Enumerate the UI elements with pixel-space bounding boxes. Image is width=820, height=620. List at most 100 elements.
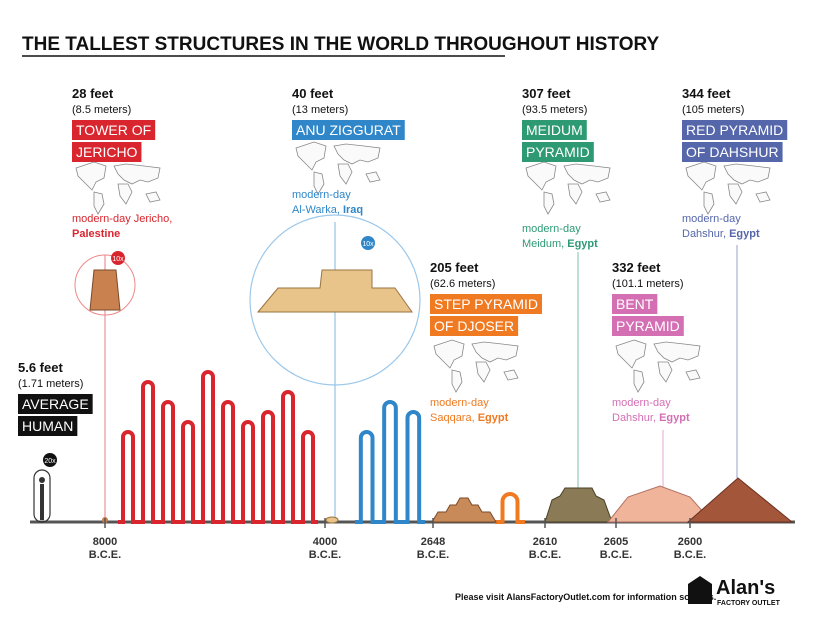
timeline-wave [118, 370, 318, 524]
structure-name: RED PYRAMID [686, 122, 783, 138]
location-line: Al-Warka, Iraq [292, 204, 363, 216]
map-shape [727, 183, 743, 205]
location-text: Saqqara, [430, 412, 475, 424]
location-text: modern-day [430, 397, 489, 409]
map-shape [723, 163, 771, 185]
location-text: Dahshur, [612, 412, 656, 424]
name-box [18, 416, 78, 436]
location-country: Iraq [343, 204, 363, 216]
timeline-year: 2648 [421, 536, 445, 548]
name-box [72, 142, 142, 162]
map-shape [755, 191, 771, 203]
height-meters: (8.5 meters) [72, 104, 131, 116]
location-text: Meidum, [522, 238, 564, 250]
map-shape [93, 191, 105, 215]
timeline-year: 8000 [93, 536, 117, 548]
structure-name: HUMAN [22, 418, 73, 434]
timeline-wave [495, 492, 525, 524]
location-text: Dahshur, [682, 228, 726, 240]
name-box [612, 316, 684, 336]
location-country: Egypt [729, 228, 760, 240]
map-shape [145, 191, 161, 203]
name-box [18, 394, 93, 414]
map-shape [75, 161, 107, 191]
height-feet: 205 feet [430, 260, 479, 275]
logo-sub: FACTORY OUTLET [717, 600, 781, 607]
map-shape [503, 369, 519, 381]
name-box [430, 294, 542, 314]
scale-badge [111, 251, 125, 265]
structure-name: STEP PYRAMID [434, 296, 538, 312]
structure-name: OF DAHSHUR [686, 144, 779, 160]
location-line: modern-day Jericho, [72, 213, 172, 225]
height-meters: (105 meters) [682, 104, 744, 116]
timeline-era: B.C.E. [89, 549, 121, 561]
location-country: Egypt [478, 412, 509, 424]
map-shape [633, 369, 645, 393]
world-map [433, 339, 519, 393]
map-shape [703, 191, 715, 215]
height-meters: (13 meters) [292, 104, 348, 116]
height-meters: (1.71 meters) [18, 378, 83, 390]
ziggurat-mini [325, 516, 339, 524]
map-shape [657, 361, 673, 383]
map-shape [451, 369, 463, 393]
location-country: Palestine [72, 228, 120, 240]
map-shape [563, 163, 611, 185]
world-map [525, 161, 611, 215]
name-box [522, 142, 594, 162]
map-shape [615, 339, 647, 369]
zoom-circle [249, 214, 421, 386]
world-map [75, 161, 161, 215]
map-shape [475, 361, 491, 383]
meidum-pyramid [544, 487, 613, 523]
scale-label: 10x [112, 256, 124, 263]
structure-name: MEIDUM [526, 122, 583, 138]
structure-name: BENT [616, 296, 654, 312]
name-box [430, 316, 519, 336]
height-feet: 344 feet [682, 86, 731, 101]
zoom-circle [74, 254, 136, 316]
timeline-year: 2600 [678, 536, 702, 548]
map-shape [525, 161, 557, 191]
human-frame [33, 469, 51, 523]
location-country: Egypt [567, 238, 598, 250]
scale-label: 10x [362, 241, 374, 248]
structure-name: AVERAGE [22, 396, 89, 412]
height-feet: 40 feet [292, 86, 334, 101]
height-feet: 307 feet [522, 86, 571, 101]
location-line: modern-day [682, 213, 741, 225]
map-shape [295, 141, 327, 171]
world-map [685, 161, 771, 215]
location-line: Saqqara, Egypt [430, 412, 509, 424]
name-box [682, 142, 783, 162]
title: THE TALLEST STRUCTURES IN THE WORLD THRO… [22, 34, 660, 55]
name-box [72, 120, 156, 140]
height-meters: (93.5 meters) [522, 104, 587, 116]
map-shape [685, 369, 701, 381]
world-map [295, 141, 381, 195]
location-line: modern-day [430, 397, 489, 409]
scale-badge [361, 236, 375, 250]
timeline-era: B.C.E. [417, 549, 449, 561]
map-shape [117, 183, 133, 205]
height-meters: (101.1 meters) [612, 278, 684, 290]
timeline-era: B.C.E. [600, 549, 632, 561]
location-text: modern-day [682, 213, 741, 225]
scale-label: 20x [44, 458, 56, 465]
location-line: Dahshur, Egypt [682, 228, 760, 240]
scale-badge [43, 453, 57, 467]
map-shape [337, 163, 353, 185]
timeline-year: 4000 [313, 536, 337, 548]
structure-name: PYRAMID [526, 144, 590, 160]
tower [89, 269, 121, 311]
map-shape [365, 171, 381, 183]
timeline-wave [355, 400, 425, 524]
map-shape [471, 341, 519, 363]
height-feet: 28 feet [72, 86, 114, 101]
red-pyramid [686, 477, 794, 523]
map-shape [653, 341, 701, 363]
timeline-year: 2605 [604, 536, 628, 548]
location-text: modern-day [522, 223, 581, 235]
